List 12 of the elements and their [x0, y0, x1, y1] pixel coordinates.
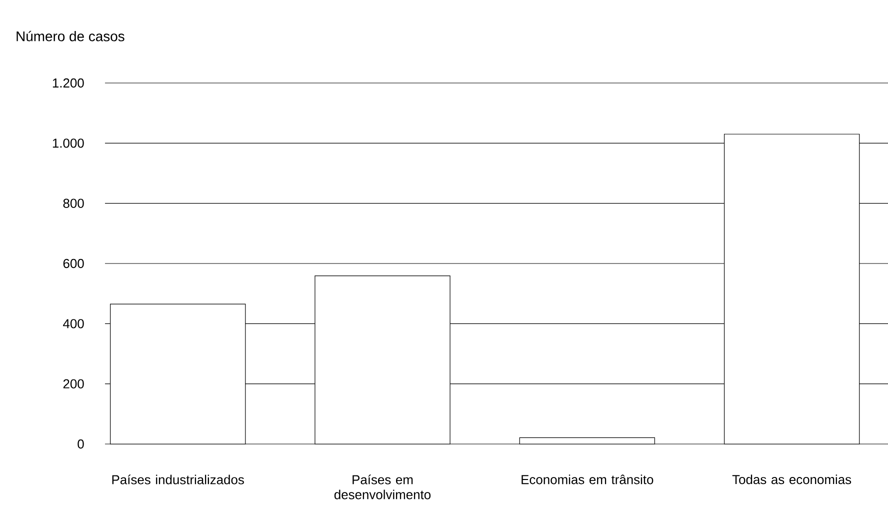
y-tick-label: 0 — [78, 439, 84, 449]
y-tick-label: 200 — [63, 379, 84, 388]
y-tick-label: 400 — [63, 319, 84, 328]
y-tick-label: 1.200 — [52, 78, 84, 88]
x-tick-label: Economias em trânsito — [522, 474, 654, 484]
x-tick-label: Países em desenvolvimento — [334, 474, 431, 500]
y-tick-label: 800 — [63, 198, 84, 208]
y-tick-label: 1.000 — [52, 138, 84, 148]
x-tick-label: Países industrializados — [112, 474, 244, 484]
x-tick-label: Todas as economias — [732, 474, 852, 484]
y-tick-label: 600 — [63, 258, 84, 268]
y-axis-title: Número de casos — [16, 30, 124, 42]
